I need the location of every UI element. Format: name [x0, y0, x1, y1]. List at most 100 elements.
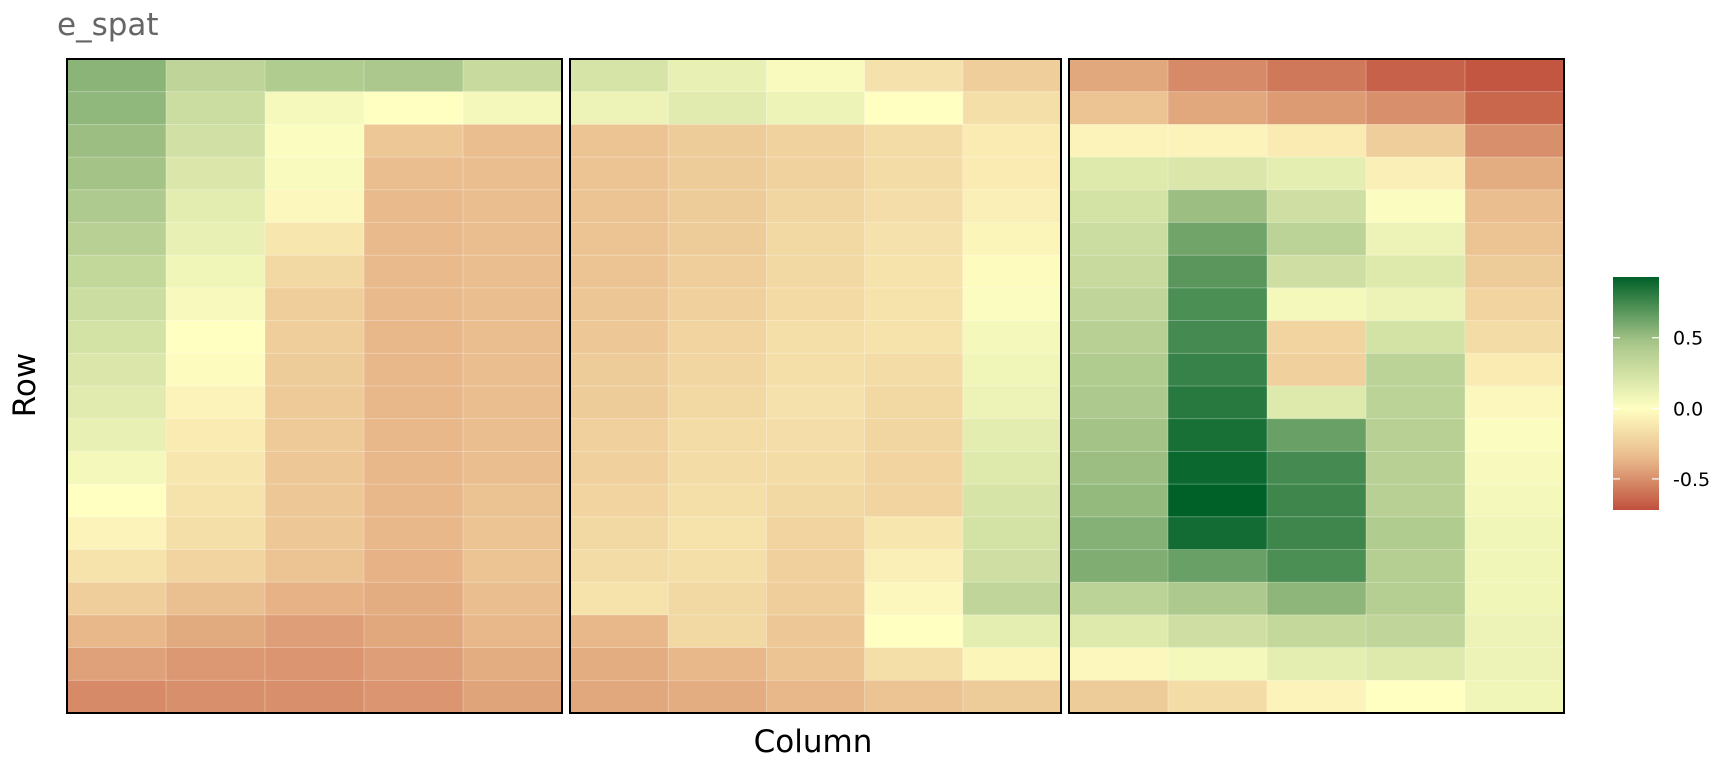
heatmap-cell: [264, 287, 365, 322]
heatmap-cell: [165, 91, 266, 126]
heatmap-cell: [1365, 549, 1466, 583]
heatmap-cell: [1068, 647, 1169, 682]
heatmap-cell: [66, 287, 167, 322]
heatmap-cell: [66, 549, 167, 583]
heatmap-cell: [165, 516, 266, 551]
heatmap-cell: [363, 91, 464, 126]
heatmap-cell: [962, 189, 1062, 224]
heatmap-cell: [363, 418, 464, 453]
heatmap-cell: [462, 254, 563, 289]
heatmap-cell: [962, 549, 1062, 583]
heatmap-cell: [1365, 58, 1466, 93]
heatmap-cell: [1266, 222, 1367, 256]
heatmap-cell: [165, 287, 266, 322]
panel-border: [569, 58, 1062, 714]
heatmap-cell: [1365, 418, 1466, 453]
heatmap-cell: [165, 189, 266, 224]
heatmap-cell: [363, 352, 464, 387]
heatmap-cell: [1068, 549, 1169, 583]
heatmap-cell: [1167, 189, 1268, 224]
heatmap-cell: [66, 320, 167, 355]
heatmap-cell: [1365, 647, 1466, 682]
heatmap-cell: [864, 91, 964, 126]
heatmap-cell: [766, 516, 866, 551]
heatmap-cell: [667, 254, 768, 289]
heatmap-cell: [363, 679, 464, 714]
heatmap-cell: [1464, 91, 1565, 126]
panel-border: [66, 58, 563, 714]
heatmap-cell: [1464, 679, 1565, 714]
heatmap-cell: [766, 222, 866, 256]
heatmap-cell: [1464, 352, 1565, 387]
heatmap-cell: [667, 614, 768, 649]
heatmap-cell: [1464, 254, 1565, 289]
heatmap-cell: [1365, 614, 1466, 649]
heatmap-cell: [1266, 581, 1367, 616]
heatmap-cell: [1464, 222, 1565, 256]
heatmap-cell: [1266, 614, 1367, 649]
heatmap-cell: [165, 647, 266, 682]
heatmap-cell: [1266, 483, 1367, 518]
heatmap-cell: [1068, 222, 1169, 256]
heatmap-cell: [66, 156, 167, 191]
heatmap-cell: [66, 254, 167, 289]
heatmap-cell: [66, 91, 167, 126]
heatmap-cell: [1068, 385, 1169, 420]
heatmap-cell: [1068, 516, 1169, 551]
heatmap-cell: [1266, 647, 1367, 682]
heatmap-cell: [569, 450, 669, 485]
heatmap-cell: [1464, 189, 1565, 224]
heatmap-cell: [1167, 516, 1268, 551]
heatmap-cell: [1266, 124, 1367, 158]
heatmap-cell: [766, 352, 866, 387]
heatmap-cell: [1365, 287, 1466, 322]
heatmap-cell: [165, 418, 266, 453]
heatmap-cell: [1464, 450, 1565, 485]
heatmap-cell: [264, 483, 365, 518]
heatmap-cell: [766, 156, 866, 191]
heatmap-cell: [569, 124, 669, 158]
heatmap-cell: [569, 222, 669, 256]
heatmap-cell: [569, 483, 669, 518]
heatmap-cell: [667, 385, 768, 420]
heatmap-cell: [1266, 679, 1367, 714]
heatmap-cell: [66, 124, 167, 158]
heatmap-cell: [66, 516, 167, 551]
heatmap-cell: [165, 614, 266, 649]
heatmap-cell: [363, 287, 464, 322]
heatmap-cell: [864, 614, 964, 649]
heatmap-cell: [1167, 58, 1268, 93]
heatmap-cell: [864, 647, 964, 682]
heatmap-cell: [165, 58, 266, 93]
heatmap-cell: [962, 124, 1062, 158]
heatmap-cell: [766, 450, 866, 485]
heatmap-cell: [264, 549, 365, 583]
heatmap-cell: [962, 222, 1062, 256]
heatmap-cell: [165, 254, 266, 289]
heatmap-cell: [1068, 450, 1169, 485]
heatmap-cell: [667, 189, 768, 224]
heatmap-cell: [363, 156, 464, 191]
heatmap-cell: [1266, 450, 1367, 485]
heatmap-cell: [462, 450, 563, 485]
heatmap-cell: [766, 647, 866, 682]
heatmap-cell: [66, 58, 167, 93]
heatmap-cell: [462, 124, 563, 158]
heatmap-cell: [1167, 352, 1268, 387]
heatmap-cell: [962, 91, 1062, 126]
heatmap-cell: [1365, 91, 1466, 126]
heatmap-cell: [66, 581, 167, 616]
heatmap-cell: [667, 91, 768, 126]
heatmap-cell: [569, 647, 669, 682]
heatmap-cell: [1266, 156, 1367, 191]
heatmap-cell: [667, 124, 768, 158]
heatmap-cell: [363, 614, 464, 649]
heatmap-cell: [363, 320, 464, 355]
heatmap-cell: [1167, 483, 1268, 518]
heatmap-cell: [363, 254, 464, 289]
heatmap-cell: [1167, 385, 1268, 420]
heatmap-cell: [462, 418, 563, 453]
heatmap-cell: [264, 516, 365, 551]
heatmap-cell: [667, 156, 768, 191]
